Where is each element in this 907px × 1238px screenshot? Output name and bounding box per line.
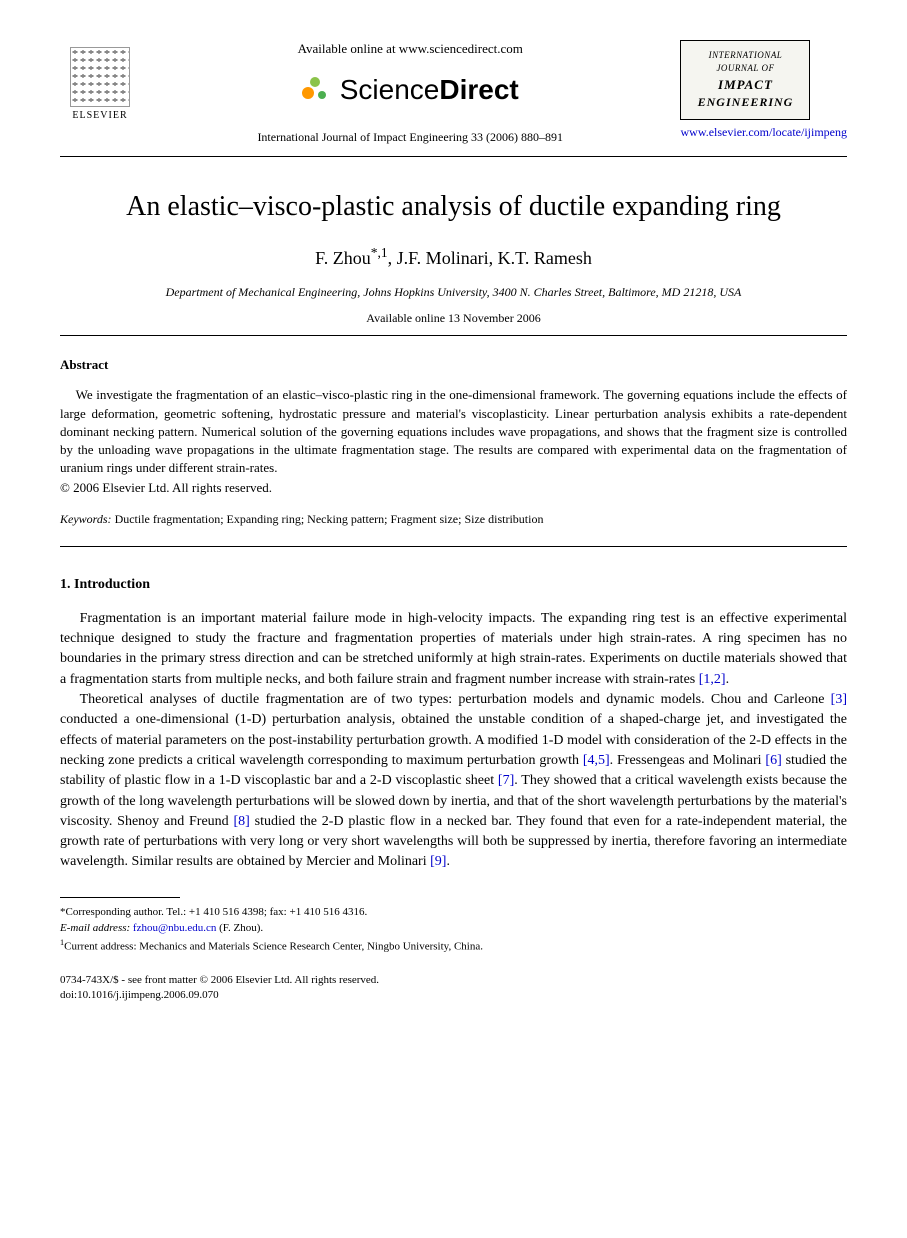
footnote-email-label: E-mail address: [60,922,130,934]
footer-front-matter: 0734-743X/$ - see front matter © 2006 El… [60,973,847,988]
section-1-heading: 1. Introduction [60,575,847,595]
journal-box-line-4: ENGINEERING [687,94,803,111]
ref-link-3[interactable]: [3] [831,692,847,707]
footnote-email-link[interactable]: fzhou@nbu.edu.cn [130,922,216,934]
intro-paragraph-1: Fragmentation is an important material f… [60,609,847,690]
footer: 0734-743X/$ - see front matter © 2006 El… [60,973,847,1004]
keywords-line: Keywords: Ductile fragmentation; Expandi… [60,511,847,528]
journal-cover-box: INTERNATIONAL JOURNAL OF IMPACT ENGINEER… [680,40,810,120]
sd-word-2: Direct [439,74,518,105]
abstract-heading: Abstract [60,356,847,374]
journal-box-wrapper: INTERNATIONAL JOURNAL OF IMPACT ENGINEER… [680,40,847,141]
publisher-name: ELSEVIER [72,109,127,123]
sd-word-1: Science [340,74,440,105]
affiliation: Department of Mechanical Engineering, Jo… [60,284,847,301]
keywords-label: Keywords: [60,512,112,526]
footnote-divider [60,897,180,898]
footnote-email-line: E-mail address: fzhou@nbu.edu.cn (F. Zho… [60,920,847,937]
intro-paragraph-2: Theoretical analyses of ductile fragment… [60,690,847,873]
abstract-copyright: © 2006 Elsevier Ltd. All rights reserved… [60,479,847,497]
elsevier-tree-icon [70,47,130,107]
article-title: An elastic–visco-plastic analysis of duc… [60,187,847,226]
journal-box-line-2: JOURNAL OF [687,62,803,75]
p2-text-c: . Fressengeas and Molinari [610,753,766,768]
abstract-body: We investigate the fragmentation of an e… [60,386,847,477]
footnote-corresponding: *Corresponding author. Tel.: +1 410 516 … [60,904,847,921]
p1-text-b: . [726,672,730,687]
sciencedirect-dots-icon [302,75,332,105]
section-1-body: Fragmentation is an important material f… [60,609,847,873]
available-online-text: Available online at www.sciencedirect.co… [160,40,660,58]
journal-citation: International Journal of Impact Engineer… [160,129,660,146]
footer-doi: doi:10.1016/j.ijimpeng.2006.09.070 [60,988,847,1003]
elsevier-logo: ELSEVIER [60,40,140,130]
footnote-current-address-text: Current address: Mechanics and Materials… [64,940,483,952]
ref-link-7[interactable]: [7] [498,773,514,788]
p2-text-a: Theoretical analyses of ductile fragment… [80,692,831,707]
footnote-current-address: 1Current address: Mechanics and Material… [60,937,847,955]
divider-under-abstract [60,546,847,547]
header-row: ELSEVIER Available online at www.science… [60,40,847,146]
abstract-paragraph: We investigate the fragmentation of an e… [60,386,847,477]
author-primary: F. Zhou [315,248,371,268]
journal-box-line-3: IMPACT [687,76,803,94]
center-header: Available online at www.sciencedirect.co… [140,40,680,146]
footnote-email-author: (F. Zhou). [216,922,263,934]
ref-link-9[interactable]: [9] [430,854,446,869]
keywords-list: Ductile fragmentation; Expanding ring; N… [112,512,544,526]
p2-text-g: . [446,854,450,869]
authors-rest: , J.F. Molinari, K.T. Ramesh [388,248,592,268]
ref-link-1-2[interactable]: [1,2] [699,672,726,687]
ref-link-4-5[interactable]: [4,5] [583,753,610,768]
footnotes: *Corresponding author. Tel.: +1 410 516 … [60,904,847,955]
divider-under-meta [60,335,847,336]
ref-link-6[interactable]: [6] [765,753,781,768]
authors-line: F. Zhou*,1, J.F. Molinari, K.T. Ramesh [60,244,847,271]
journal-url-link[interactable]: www.elsevier.com/locate/ijimpeng [680,124,847,141]
available-online-date: Available online 13 November 2006 [60,310,847,327]
divider-top [60,156,847,157]
author-marks: *,1 [371,245,388,260]
sciencedirect-logo: ScienceDirect [302,70,519,109]
ref-link-8[interactable]: [8] [234,814,250,829]
journal-box-line-1: INTERNATIONAL [687,49,803,62]
sciencedirect-wordmark: ScienceDirect [340,70,519,109]
